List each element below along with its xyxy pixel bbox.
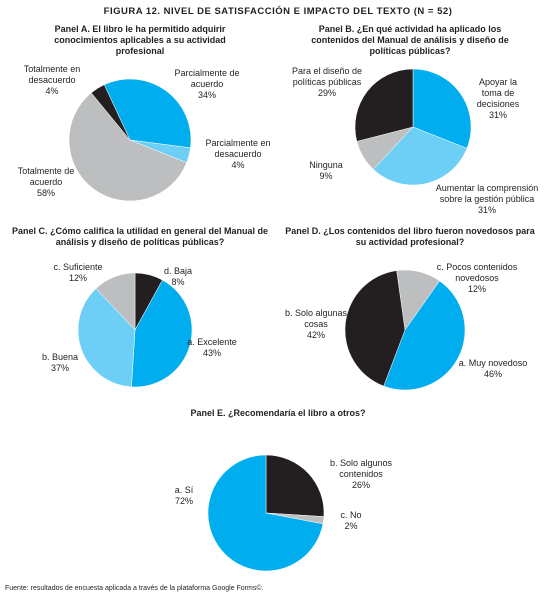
slice-label: Totalmente de acuerdo 58% [16,166,76,199]
slice-label: b. Buena 37% [40,352,80,374]
slice-label: Parcialmente de acuerdo 34% [172,68,242,101]
slice-value-label: 2% [344,521,358,531]
slice-category: Totalmente en desacuerdo [23,64,81,85]
slice-category: c. Pocos contenidos novedosos [436,262,518,283]
slice-category: Apoyar la toma de decisiones [476,77,520,109]
slice-value-label: 12% [68,273,87,283]
slice-category: Totalmente de acuerdo [17,166,75,187]
pie-slice [207,454,324,572]
slice-label: Ninguna 9% [301,160,351,182]
slice-label: c. Suficiente 12% [48,262,108,284]
panel-title: Panel E. ¿Recomendaría el libro a otros? [190,408,366,418]
slice-category: c. No [340,510,362,520]
slice-value-label: 58% [36,188,55,198]
pie-slice [95,272,136,331]
figure-title: FIGURA 12. NIVEL DE SATISFACCIÓN E IMPAC… [103,6,453,17]
slice-label: c. Pocos contenidos novedosos 12% [427,262,527,295]
slice-value-label: 31% [488,110,507,120]
slice-label: b. Solo algunas cosas 42% [281,308,351,341]
slice-category: c. Suficiente [53,262,103,272]
slice-value-label: 4% [231,160,245,170]
slice-value-label: 34% [197,90,216,100]
slice-label: Aumentar la comprensión sobre la gestión… [427,183,547,216]
panel-title: Panel C. ¿Cómo califica la utilidad en g… [11,226,269,247]
slice-category: Aumentar la comprensión sobre la gestión… [435,183,539,204]
slice-value-label: 37% [50,363,69,373]
slice-category: Para el diseño de políticas públicas [291,66,363,87]
slice-category: a. Sí [174,485,194,495]
slice-label: a. Muy novedoso 46% [453,358,533,380]
slice-label: a. Sí 72% [169,485,199,507]
pie-slice [131,279,193,388]
pie-slice [372,126,468,186]
slice-label: d. Baja 8% [158,266,198,288]
slice-category: Parcialmente de acuerdo [174,68,240,89]
pie-slice [383,280,466,391]
pie-slice [354,68,414,142]
panel-title: Panel A. El libro le ha permitido adquir… [54,24,226,56]
slice-label: Para el diseño de políticas públicas 29% [282,66,372,99]
slice-value-label: 72% [174,496,193,506]
slice-value-label: 26% [351,480,370,490]
slice-value-label: 12% [467,284,486,294]
slice-category: Ninguna [309,160,343,170]
slice-category: a. Muy novedoso [458,358,528,368]
slice-label: Parcialmente en desacuerdo 4% [203,138,273,171]
slice-category: b. Solo algunas cosas [284,308,348,329]
pie-slice [265,454,325,517]
pie-slice [77,288,136,388]
slice-category: b. Buena [41,352,79,362]
slice-category: b. Solo algunos contenidos [329,458,393,479]
pie-slice [90,84,131,141]
slice-value-label: 8% [171,277,185,287]
pie-slice [68,92,187,202]
slice-category: Parcialmente en desacuerdo [205,138,271,159]
slice-category: a. Excelente [187,337,237,347]
pie-slice [344,270,406,387]
slice-value-label: 31% [477,205,496,215]
slice-value-label: 42% [306,330,325,340]
slice-label: a. Excelente 43% [187,337,237,359]
slice-label: Apoyar la toma de decisiones 31% [471,77,526,121]
slice-value-label: 9% [319,171,333,181]
slice-label: c. No 2% [336,510,366,532]
slice-label: b. Solo algunos contenidos 26% [321,458,401,491]
pie-slice [412,68,472,149]
slice-value-label: 46% [483,369,502,379]
slice-category: d. Baja [163,266,193,276]
source-note: Fuente: resultados de encuesta aplicada … [5,585,264,592]
panel-title: Panel B. ¿En qué actividad ha aplicado l… [311,24,509,56]
slice-value-label: 4% [45,86,59,96]
slice-label: Totalmente en desacuerdo 4% [17,64,87,97]
slice-value-label: 29% [317,88,336,98]
slice-value-label: 43% [202,348,221,358]
panel-title: Panel D. ¿Los contenidos del libro fuero… [285,226,535,247]
